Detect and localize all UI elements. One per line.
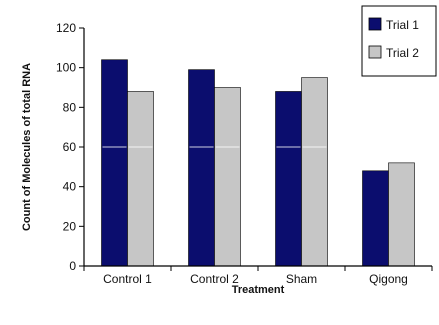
y-tick-label: 60 — [63, 140, 77, 154]
x-tick-label: Qigong — [369, 272, 408, 286]
bar-trial-1-control-1 — [101, 59, 128, 267]
y-tick-label: 0 — [69, 259, 76, 273]
legend-swatch-trial-2 — [368, 45, 382, 59]
x-tick-label: Sham — [286, 272, 317, 286]
x-axis-title: Treatment — [232, 284, 285, 296]
y-tick-label: 100 — [56, 61, 76, 75]
bar-trial-2-sham — [301, 77, 328, 267]
bars-group — [101, 59, 415, 267]
legend-label: Trial 2 — [386, 46, 419, 60]
x-tick-label: Control 2 — [190, 272, 239, 286]
legend: Trial 1 Trial 2 — [361, 5, 437, 77]
y-tick-label: 120 — [56, 21, 76, 35]
bar-trial-2-qigong — [388, 162, 415, 267]
y-tick-label: 80 — [63, 100, 77, 114]
y-tick-label: 40 — [63, 180, 77, 194]
x-tick-label: Control 1 — [103, 272, 152, 286]
bar-trial-1-qigong — [362, 170, 389, 267]
legend-swatch-trial-1 — [368, 17, 382, 31]
bar-trial-2-control-2 — [214, 87, 241, 267]
bar-trial-2-control-1 — [127, 91, 154, 267]
legend-label: Trial 1 — [386, 18, 419, 32]
bar-trial-1-control-2 — [188, 69, 215, 267]
legend-box — [361, 5, 437, 77]
y-tick-label: 20 — [63, 219, 77, 233]
y-axis-title: Count of Molecules of total RNA — [21, 63, 33, 231]
x-ticks-group: Control 1 Control 2 Sham Qigong — [83, 266, 433, 286]
bar-trial-1-sham — [275, 91, 302, 267]
y-ticks-group: 0 20 40 60 80 100 120 — [56, 21, 84, 273]
